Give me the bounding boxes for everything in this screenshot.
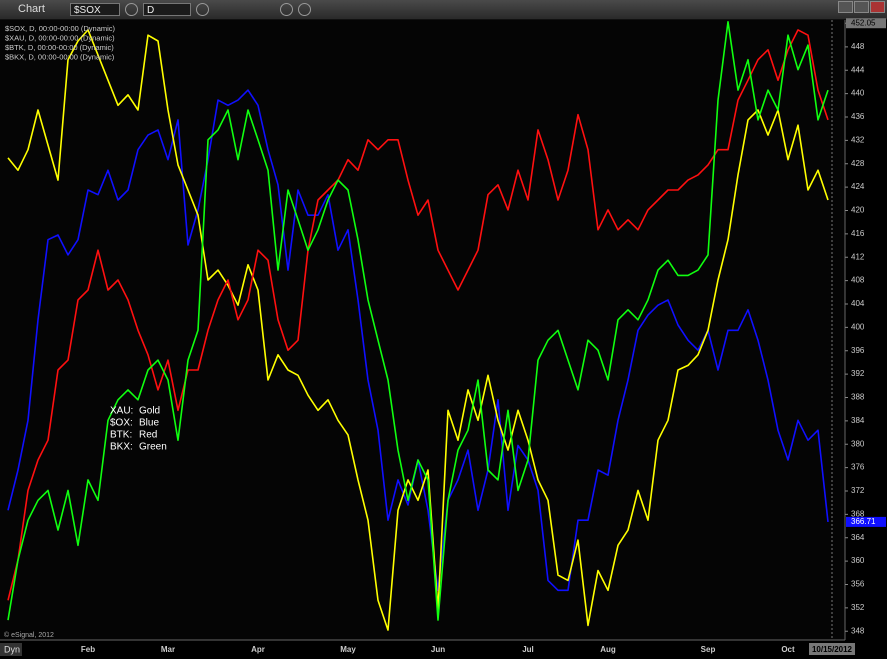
x-tick-label: Jul (522, 645, 534, 654)
mode-label: Dyn (4, 644, 20, 654)
annotation-value: Red (139, 430, 157, 441)
close-button[interactable] (870, 1, 885, 13)
y-tick-label: 408 (851, 276, 865, 285)
annotation-key: $OX: (110, 418, 133, 429)
y-tick-label: 416 (851, 229, 865, 238)
y-tick-label: 448 (851, 42, 865, 51)
last-value-box (846, 516, 886, 527)
maximize-button[interactable] (854, 1, 869, 13)
annotation-value: Blue (139, 418, 159, 429)
series-line (7, 21, 829, 621)
y-tick-label: 440 (851, 89, 865, 98)
x-tick-label: Jun (431, 645, 445, 654)
series-line (7, 29, 829, 631)
y-tick-label: 368 (851, 509, 865, 518)
x-tick-label: Oct (781, 645, 795, 654)
y-tick-label: 396 (851, 346, 865, 355)
y-tick-label: 352 (851, 603, 865, 612)
x-tick-label: Apr (251, 645, 265, 654)
x-tick-label: Sep (701, 645, 716, 654)
minimize-button[interactable] (838, 1, 853, 13)
price-marker-box (846, 18, 886, 29)
annotation-key: BTK: (110, 430, 132, 441)
y-tick-label: 436 (851, 112, 865, 121)
y-tick-label: 432 (851, 135, 865, 144)
y-tick-label: 428 (851, 159, 865, 168)
y-tick-label: 360 (851, 556, 865, 565)
y-tick-label: 380 (851, 439, 865, 448)
toolbar: Chart $SOX D (0, 0, 887, 20)
mode-box (0, 643, 22, 656)
y-tick-label: 444 (851, 65, 865, 74)
y-tick-label: 356 (851, 580, 865, 589)
symbol-field[interactable]: $SOX (70, 3, 120, 16)
legend-entry: $BTK, D, 00:00-00:00 (Dynamic) (5, 43, 114, 52)
x-tick-label: May (340, 645, 356, 654)
tool-button[interactable] (280, 3, 293, 16)
y-tick-label: 388 (851, 393, 865, 402)
legend-entry: $BKX, D, 00:00-00:00 (Dynamic) (5, 52, 115, 61)
x-axis-panel (0, 640, 887, 659)
copyright: © eSignal, 2012 (4, 631, 54, 639)
series-line (7, 29, 829, 601)
annotation-key: BKX: (110, 442, 133, 453)
last-value-label: 366.71 (851, 517, 876, 526)
y-axis-panel (845, 20, 887, 659)
interval-field[interactable]: D (143, 3, 191, 16)
interval-button[interactable] (196, 3, 209, 16)
annotation-key: XAU: (110, 406, 133, 417)
y-tick-label: 372 (851, 486, 865, 495)
y-tick-label: 452.05 (851, 18, 876, 27)
y-tick-label: 412 (851, 252, 865, 261)
annotation-value: Gold (139, 406, 160, 417)
tool-button[interactable] (298, 3, 311, 16)
y-tick-label: 376 (851, 463, 865, 472)
y-tick-label: 424 (851, 182, 865, 191)
x-tick-label: Mar (161, 645, 175, 654)
y-tick-label: 404 (851, 299, 865, 308)
x-tick-label: Aug (600, 645, 616, 654)
x-tick-label: 10/15/2012 (812, 645, 853, 654)
annotation-value: Green (139, 442, 167, 453)
window-title: Chart (18, 3, 45, 15)
plot-area (0, 20, 845, 640)
y-tick-label: 420 (851, 206, 865, 215)
y-tick-label: 348 (851, 626, 865, 635)
y-tick-label: 364 (851, 533, 865, 542)
y-tick-label: 384 (851, 416, 865, 425)
legend-entry: $SOX, D, 00:00-00:00 (Dynamic) (5, 24, 116, 33)
legend-entry: $XAU, D, 00:00-00:00 (Dynamic) (5, 33, 115, 42)
date-marker-box (809, 643, 855, 655)
symbol-button[interactable] (125, 3, 138, 16)
y-tick-label: 400 (851, 322, 865, 331)
x-tick-label: Feb (81, 645, 95, 654)
y-tick-label: 392 (851, 369, 865, 378)
